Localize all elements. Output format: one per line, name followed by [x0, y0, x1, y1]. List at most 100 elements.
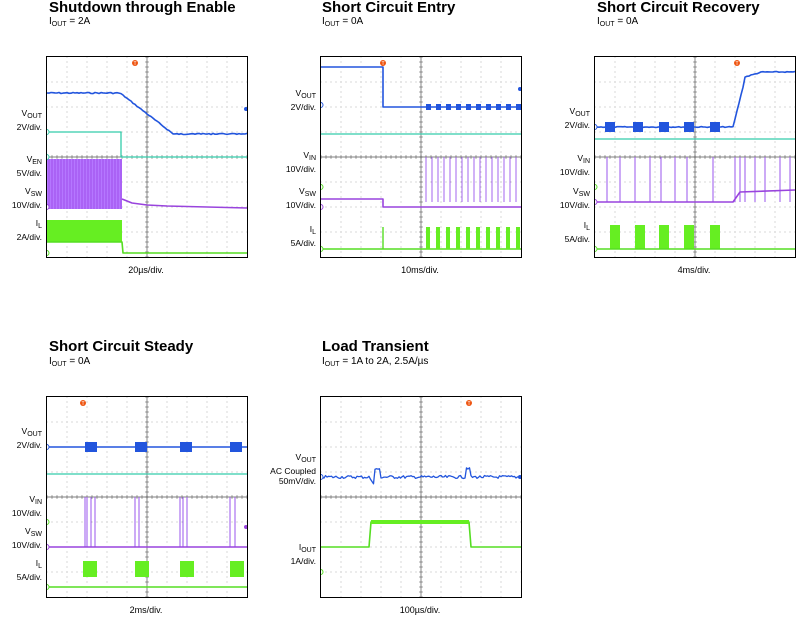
grid-dot	[171, 181, 173, 183]
grid-dot	[734, 131, 736, 133]
grid-dot	[440, 151, 442, 153]
grid-dot	[166, 471, 168, 473]
grid-dot	[460, 401, 462, 403]
grid-dot	[191, 231, 193, 233]
grid-dot	[460, 111, 462, 113]
grid-dot	[206, 61, 208, 63]
grid-dot	[166, 451, 168, 453]
grid-dot	[186, 191, 188, 193]
grid-dot	[186, 406, 188, 408]
grid-dot	[66, 436, 68, 438]
grid-dot	[480, 186, 482, 188]
grid-dot	[181, 471, 183, 473]
grid-dot	[754, 216, 756, 218]
vout-hiccup-pulse	[466, 104, 471, 110]
grid-dot	[66, 451, 68, 453]
grid-dot	[226, 436, 228, 438]
grid-dot	[480, 91, 482, 93]
grid-dot	[754, 111, 756, 113]
grid-dot	[500, 236, 502, 238]
grid-dot	[460, 171, 462, 173]
grid-dot	[475, 181, 477, 183]
vout-trace	[47, 91, 247, 136]
ch4-marker	[47, 584, 50, 590]
grid-dot	[599, 81, 601, 83]
grid-dot	[360, 161, 362, 163]
grid-dot	[186, 251, 188, 253]
grid-dot	[166, 206, 168, 208]
grid-dot	[340, 566, 342, 568]
grid-dot	[614, 151, 616, 153]
grid-dot	[206, 556, 208, 558]
grid-dot	[121, 471, 123, 473]
grid-dot	[380, 146, 382, 148]
grid-dot	[101, 106, 103, 108]
grid-dot	[360, 446, 362, 448]
grid-dot	[166, 501, 168, 503]
ch1-marker	[595, 124, 598, 130]
grid-dot	[774, 136, 776, 138]
grid-dot	[774, 171, 776, 173]
grid-dot	[355, 571, 357, 573]
grid-dot	[231, 231, 233, 233]
grid-dot	[226, 506, 228, 508]
grid-dot	[440, 166, 442, 168]
grid-dot	[759, 131, 761, 133]
grid-dot	[774, 66, 776, 68]
grid-dot	[350, 421, 352, 423]
grid-dot	[470, 231, 472, 233]
grid-dot	[380, 506, 382, 508]
grid-dot	[106, 106, 108, 108]
grid-dot	[460, 181, 462, 183]
grid-dot	[480, 211, 482, 213]
grid-dot	[126, 526, 128, 528]
grid-dot	[440, 551, 442, 553]
grid-dot	[206, 66, 208, 68]
grid-dot	[171, 421, 173, 423]
grid-dot	[485, 521, 487, 523]
grid-dot	[440, 86, 442, 88]
grid-dot	[400, 441, 402, 443]
grid-dot	[340, 116, 342, 118]
grid-dot	[360, 181, 362, 183]
grid-dot	[86, 591, 88, 593]
grid-dot	[669, 131, 671, 133]
vout-hiccup-pulse	[476, 104, 481, 110]
grid-dot	[360, 531, 362, 533]
grid-dot	[141, 521, 143, 523]
grid-dot	[614, 96, 616, 98]
grid-dot	[226, 216, 228, 218]
grid-dot	[480, 501, 482, 503]
grid-dot	[500, 181, 502, 183]
grid-dot	[714, 116, 716, 118]
grid-dot	[126, 591, 128, 593]
grid-dot	[495, 81, 497, 83]
grid-dot	[191, 421, 193, 423]
channel-name: I	[35, 218, 39, 228]
grid-dot	[370, 571, 372, 573]
grid-dot	[500, 226, 502, 228]
grid-dot	[764, 81, 766, 83]
grid-dot	[400, 406, 402, 408]
grid-dot	[196, 421, 198, 423]
grid-dot	[106, 426, 108, 428]
grid-dot	[764, 206, 766, 208]
grid-dot	[749, 181, 751, 183]
grid-dot	[774, 76, 776, 78]
grid-dot	[186, 181, 188, 183]
grid-dot	[674, 76, 676, 78]
grid-dot	[236, 181, 238, 183]
grid-dot	[51, 106, 53, 108]
grid-dot	[340, 556, 342, 558]
grid-dot	[734, 241, 736, 243]
grid-dot	[500, 551, 502, 553]
il-pulse	[659, 225, 669, 249]
grid-dot	[460, 516, 462, 518]
grid-dot	[126, 71, 128, 73]
panel-subtitle: IOUT = 2A	[49, 16, 90, 31]
grid-dot	[136, 521, 138, 523]
grid-dot	[440, 556, 442, 558]
grid-dot	[106, 91, 108, 93]
grid-dot	[375, 421, 377, 423]
grid-dot	[166, 126, 168, 128]
